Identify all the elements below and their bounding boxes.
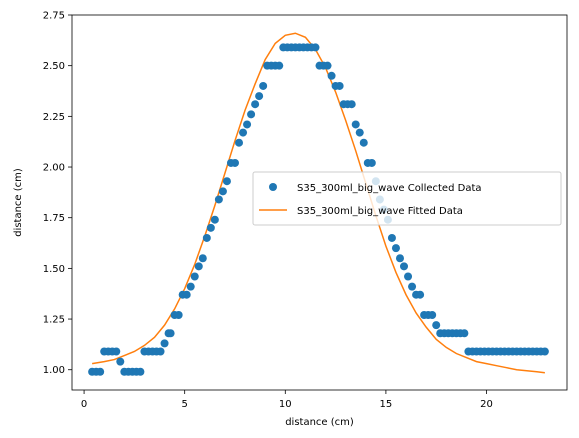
data-point [359,138,368,147]
data-point [432,321,441,330]
data-point [255,92,264,101]
data-point [395,254,404,263]
data-point [416,290,425,299]
y-tick-label: 1.25 [43,315,65,326]
legend-marker-collected [269,183,277,191]
data-point [136,367,145,376]
axes-frame [71,14,568,391]
data-point [367,158,376,167]
x-tick-label: 5 [181,399,187,410]
data-point [391,244,400,253]
data-point [222,177,231,186]
data-point [96,367,105,376]
data-point [230,158,239,167]
data-point [112,347,121,356]
data-point [347,100,356,109]
legend-label-fitted: S35_300ml_big_wave Fitted Data [297,206,463,217]
y-axis-label: distance (cm) [13,168,24,237]
data-point [235,138,244,147]
data-point [243,120,252,129]
x-tick-label: 0 [81,399,87,410]
data-point [174,311,183,319]
y-tick-label: 1.50 [43,264,65,275]
data-point [156,347,165,356]
legend-box [252,171,562,226]
data-point [186,282,195,291]
y-tick-label: 1.75 [43,213,65,224]
axes: 0 5 10 15 20 1.00 1.25 1.50 1.75 2.00 2.25 2.50 2.75 [43,11,568,410]
x-tick-label: 15 [380,399,393,410]
data-point [323,61,332,70]
data-point [335,81,344,90]
y-tick-label: 1.00 [43,365,65,376]
data-point [408,282,417,291]
data-point [182,290,191,299]
y-tick-label: 2.75 [43,11,65,22]
data-point [198,254,207,263]
data-point [166,329,175,338]
data-point [239,128,248,137]
y-tick-label: 2.00 [43,163,65,174]
data-point [190,272,199,281]
data-point [355,128,364,137]
data-point [194,262,203,271]
y-tick-label: 2.50 [43,61,65,72]
y-tick-label: 2.25 [43,112,65,123]
data-point [251,100,260,109]
x-tick-label: 10 [279,399,292,410]
data-point [202,233,211,242]
data-point [404,272,413,281]
data-point [460,329,469,338]
fitted-data-line [91,32,545,374]
x-tick-label: 20 [480,399,493,410]
data-point [210,215,219,224]
data-point [275,61,284,70]
data-point [387,233,396,242]
data-point [214,195,223,204]
data-point [116,357,125,366]
data-point [400,262,409,271]
data-point [311,43,320,52]
data-point [206,223,215,232]
data-point [259,81,268,90]
legend: S35_300ml_big_wave Collected Data S35_30… [252,171,562,226]
data-point [247,110,256,119]
legend-label-collected: S35_300ml_big_wave Collected Data [297,183,482,194]
data-point [160,339,169,348]
x-axis-label: distance (cm) [285,417,354,428]
data-point [327,71,336,80]
data-point [218,187,227,196]
data-point [428,311,437,319]
data-point [351,120,360,129]
data-point [540,347,549,356]
